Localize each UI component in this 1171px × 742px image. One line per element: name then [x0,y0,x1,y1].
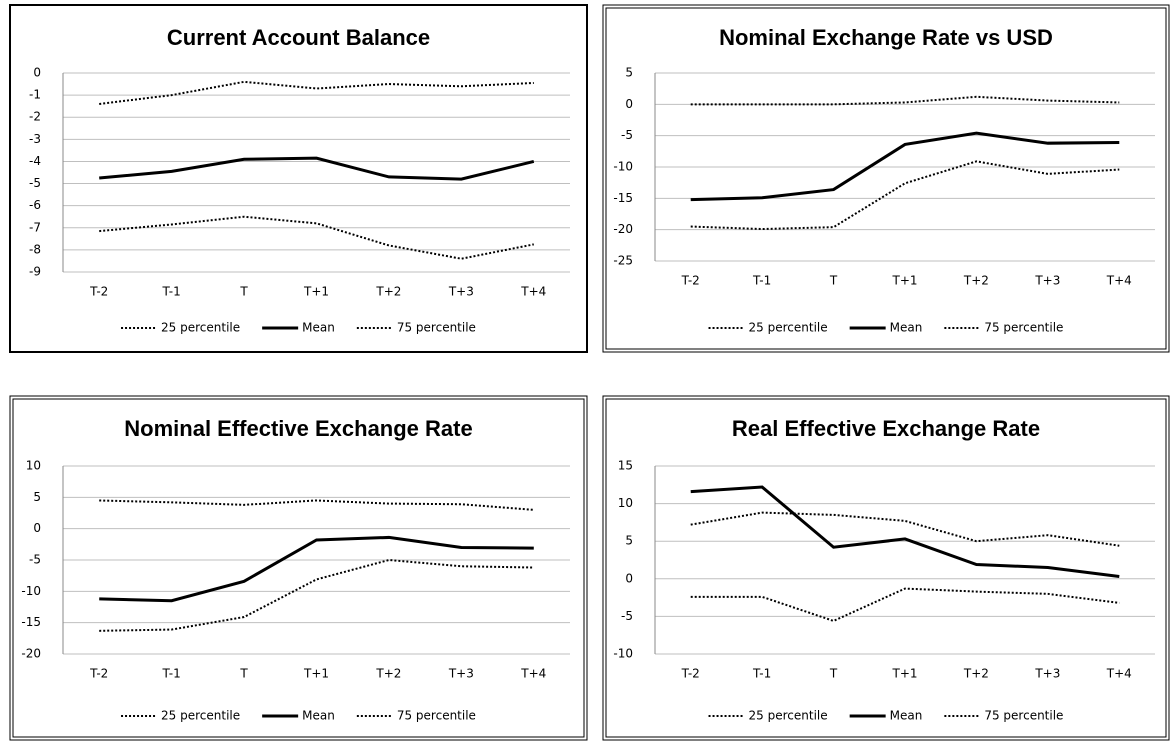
y-tick-label: 0 [33,521,41,535]
y-tick-label: -9 [29,265,41,279]
series-line [99,80,534,105]
x-tick-label: T+1 [303,285,329,299]
series-line [99,156,535,181]
x-tick-label: T+2 [375,667,401,681]
y-tick-label: -2 [29,110,41,124]
legend-label: Mean [890,709,923,723]
legend-label: 75 percentile [984,321,1063,335]
y-tick-label: -8 [29,242,41,256]
x-tick-label: T+1 [891,274,917,288]
y-tick-label: 10 [26,459,41,473]
y-tick-label: 0 [625,571,633,585]
x-tick-label: T+3 [1034,667,1060,681]
y-tick-label: -15 [613,191,633,205]
y-tick-label: 15 [618,459,633,473]
legend-label: Mean [302,321,335,335]
x-tick-label: T+1 [303,667,329,681]
legend-label: 25 percentile [749,709,828,723]
x-tick-label: T-1 [162,285,181,299]
x-tick-label: T-1 [752,667,771,681]
series-line [690,485,1120,579]
x-tick-label: T+2 [963,667,989,681]
x-tick-label: T+3 [448,667,474,681]
series-line [99,535,534,603]
chart-title: Real Effective Exchange Rate [732,416,1040,441]
y-tick-label: 5 [33,490,41,504]
x-tick-label: T-2 [89,667,108,681]
y-tick-label: -20 [613,222,633,236]
legend-label: 75 percentile [984,709,1063,723]
y-tick-label: -25 [613,254,633,268]
y-tick-label: -5 [621,609,633,623]
y-tick-label: -7 [29,220,41,234]
legend-label: 25 percentile [161,709,240,723]
legend-label: 25 percentile [161,321,240,335]
panel-border-inner [605,7,1167,350]
panel-border [602,4,1170,353]
y-tick-label: -3 [29,132,41,146]
y-tick-label: -20 [21,647,41,661]
panel-border [9,395,588,741]
panel-border [9,4,588,353]
legend-label: 25 percentile [749,321,828,335]
series-line [690,511,1120,547]
x-tick-label: T+3 [1034,274,1060,288]
legend-label: 75 percentile [397,321,476,335]
series-line [690,160,1120,231]
y-tick-label: -5 [29,553,41,567]
chart-title: Current Account Balance [167,25,430,50]
y-tick-label: -4 [29,154,41,168]
x-tick-label: T [829,667,838,681]
y-tick-label: -10 [613,160,633,174]
legend-label: 75 percentile [397,709,476,723]
x-tick-label: T+2 [963,274,989,288]
panel-border [602,395,1170,741]
series-line [99,558,534,632]
series-line [690,131,1120,202]
series-line [690,95,1120,106]
panel-border-inner [605,398,1167,738]
series-line [99,499,534,511]
x-tick-label: T [239,667,248,681]
series-line [99,215,534,260]
x-tick-label: T [239,285,248,299]
y-tick-label: -10 [613,647,633,661]
chart-title: Nominal Effective Exchange Rate [124,416,472,441]
legend-label: Mean [890,321,923,335]
x-tick-label: T-1 [162,667,181,681]
x-tick-label: T-2 [681,667,700,681]
y-tick-label: -15 [21,615,41,629]
x-tick-label: T+4 [520,285,546,299]
x-tick-label: T+4 [1106,274,1132,288]
x-tick-label: T+1 [891,667,917,681]
y-tick-label: 5 [625,534,633,548]
x-tick-label: T-2 [89,285,108,299]
x-tick-label: T+4 [1106,667,1132,681]
y-tick-label: 5 [625,66,633,80]
panel-border-inner [12,398,585,738]
y-tick-label: 0 [625,97,633,111]
y-tick-label: 10 [618,496,633,510]
chart-title: Nominal Exchange Rate vs USD [719,25,1053,50]
x-tick-label: T-2 [681,274,700,288]
y-tick-label: -6 [29,198,41,212]
legend-label: Mean [302,709,335,723]
x-tick-label: T [829,274,838,288]
x-tick-label: T+3 [448,285,474,299]
series-line [690,587,1120,622]
y-tick-label: -1 [29,88,41,102]
y-tick-label: -5 [621,128,633,142]
y-tick-label: -10 [21,584,41,598]
x-tick-label: T+4 [520,667,546,681]
y-tick-label: -5 [29,176,41,190]
x-tick-label: T+2 [375,285,401,299]
x-tick-label: T-1 [752,274,771,288]
y-tick-label: 0 [33,66,41,80]
